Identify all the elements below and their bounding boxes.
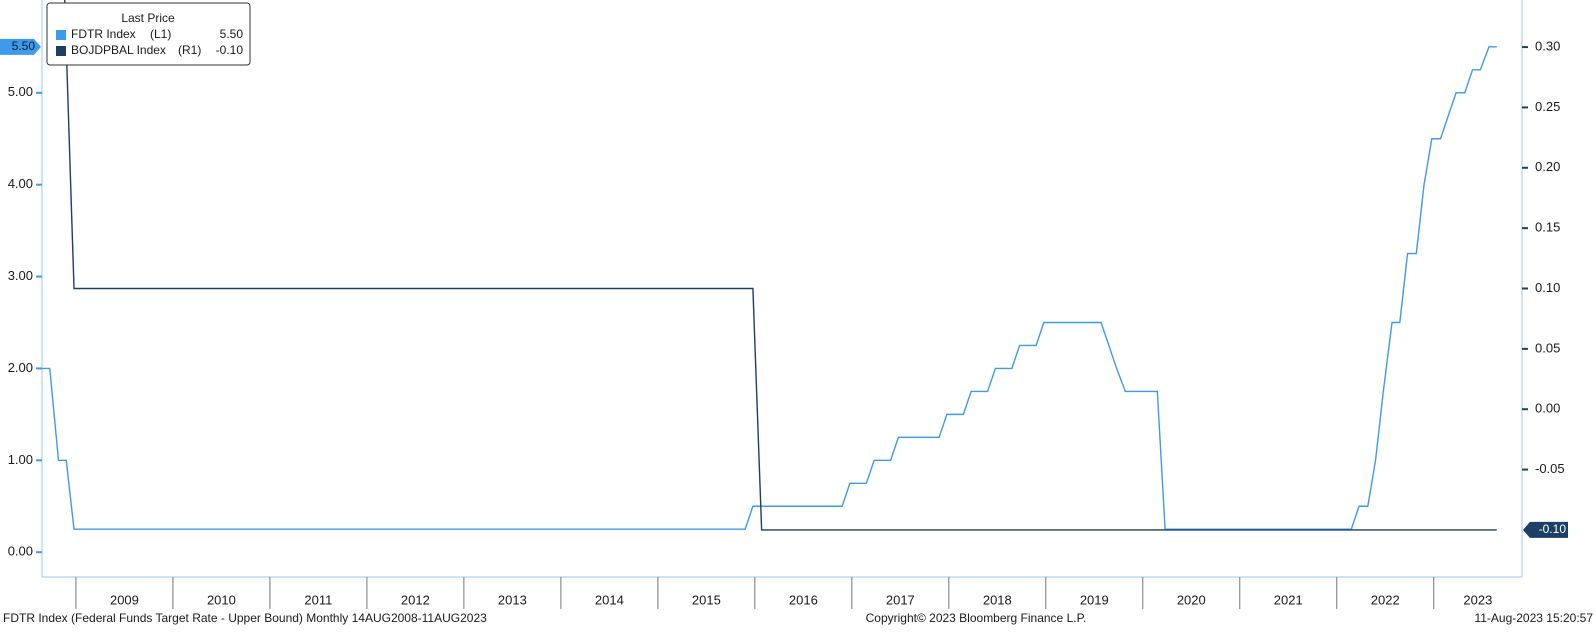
x-tick-label: 2022 (1371, 592, 1400, 607)
legend-box (46, 2, 251, 66)
legend-title: Last Price (121, 11, 175, 25)
legend-value: -0.10 (216, 43, 244, 57)
x-tick-label: 2011 (304, 592, 332, 607)
y2-tick-label: 0.20 (1535, 159, 1560, 174)
flags: 5.50 -0.10 (0, 38, 1568, 538)
y2-tick-label: 0.05 (1535, 340, 1560, 355)
x-tick-label: 2010 (207, 592, 236, 607)
y2-tick-label: 0.30 (1535, 39, 1560, 54)
last-value-flag (0, 38, 41, 55)
legend-axis: (L1) (150, 27, 171, 41)
x-tick-label: 2015 (692, 592, 721, 607)
y-tick-label: 1.00 (8, 452, 33, 467)
y2-tick-label: 0.00 (1535, 401, 1560, 416)
legend-value: 5.50 (220, 27, 244, 41)
x-tick-label: 2014 (595, 592, 624, 607)
y-tick-label: 3.00 (8, 268, 33, 283)
y2-tick-label: 0.25 (1535, 99, 1560, 114)
footer-left: FDTR Index (Federal Funds Target Rate - … (3, 611, 487, 625)
legend: Last Price FDTR Index (L1) 5.50 BOJDPBAL In… (46, 2, 251, 66)
x-tick-label: 2018 (983, 592, 1012, 607)
footer-right: 11-Aug-2023 15:20:57 (1474, 611, 1593, 625)
y2-tick-label: 0.10 (1535, 280, 1560, 295)
series-line (64, 0, 1497, 531)
last-value-flag-label: -0.10 (1539, 522, 1567, 536)
lines (42, 0, 1497, 531)
legend-label: BOJDPBAL Index (71, 43, 166, 57)
x-tick-label: 2021 (1274, 592, 1303, 607)
last-value-flag (1523, 521, 1568, 538)
y-tick-label: 5.00 (8, 84, 33, 99)
x-tick-label: 2019 (1080, 592, 1109, 607)
y-tick-label: 2.00 (8, 360, 33, 375)
series-line (42, 46, 1497, 530)
y-tick-label: 0.00 (8, 544, 33, 559)
y2-tick-label: 0.15 (1535, 220, 1560, 235)
x-tick-label: 2013 (498, 592, 527, 607)
x-tick-label: 2016 (789, 592, 818, 607)
footer-center: Copyright© 2023 Bloomberg Finance L.P. (866, 611, 1087, 625)
x-tick-label: 2023 (1463, 592, 1492, 607)
y2-tick-label: -0.05 (1535, 461, 1565, 476)
legend-swatch (56, 46, 66, 56)
y-tick-label: 4.00 (8, 176, 33, 191)
legend-axis: (R1) (178, 43, 201, 57)
x-tick-label: 2012 (401, 592, 430, 607)
x-tick-label: 2009 (110, 592, 139, 607)
legend-swatch (56, 30, 66, 40)
x-tick-label: 2020 (1177, 592, 1206, 607)
x-tick-label: 2017 (886, 592, 915, 607)
ticks: 0.00 1.00 2.00 3.00 4.00 5.00 -0.05 0.00 0.05 0.1… (8, 39, 1565, 609)
last-value-flag-label: 5.50 (12, 39, 36, 53)
legend-label: FDTR Index (71, 27, 136, 41)
